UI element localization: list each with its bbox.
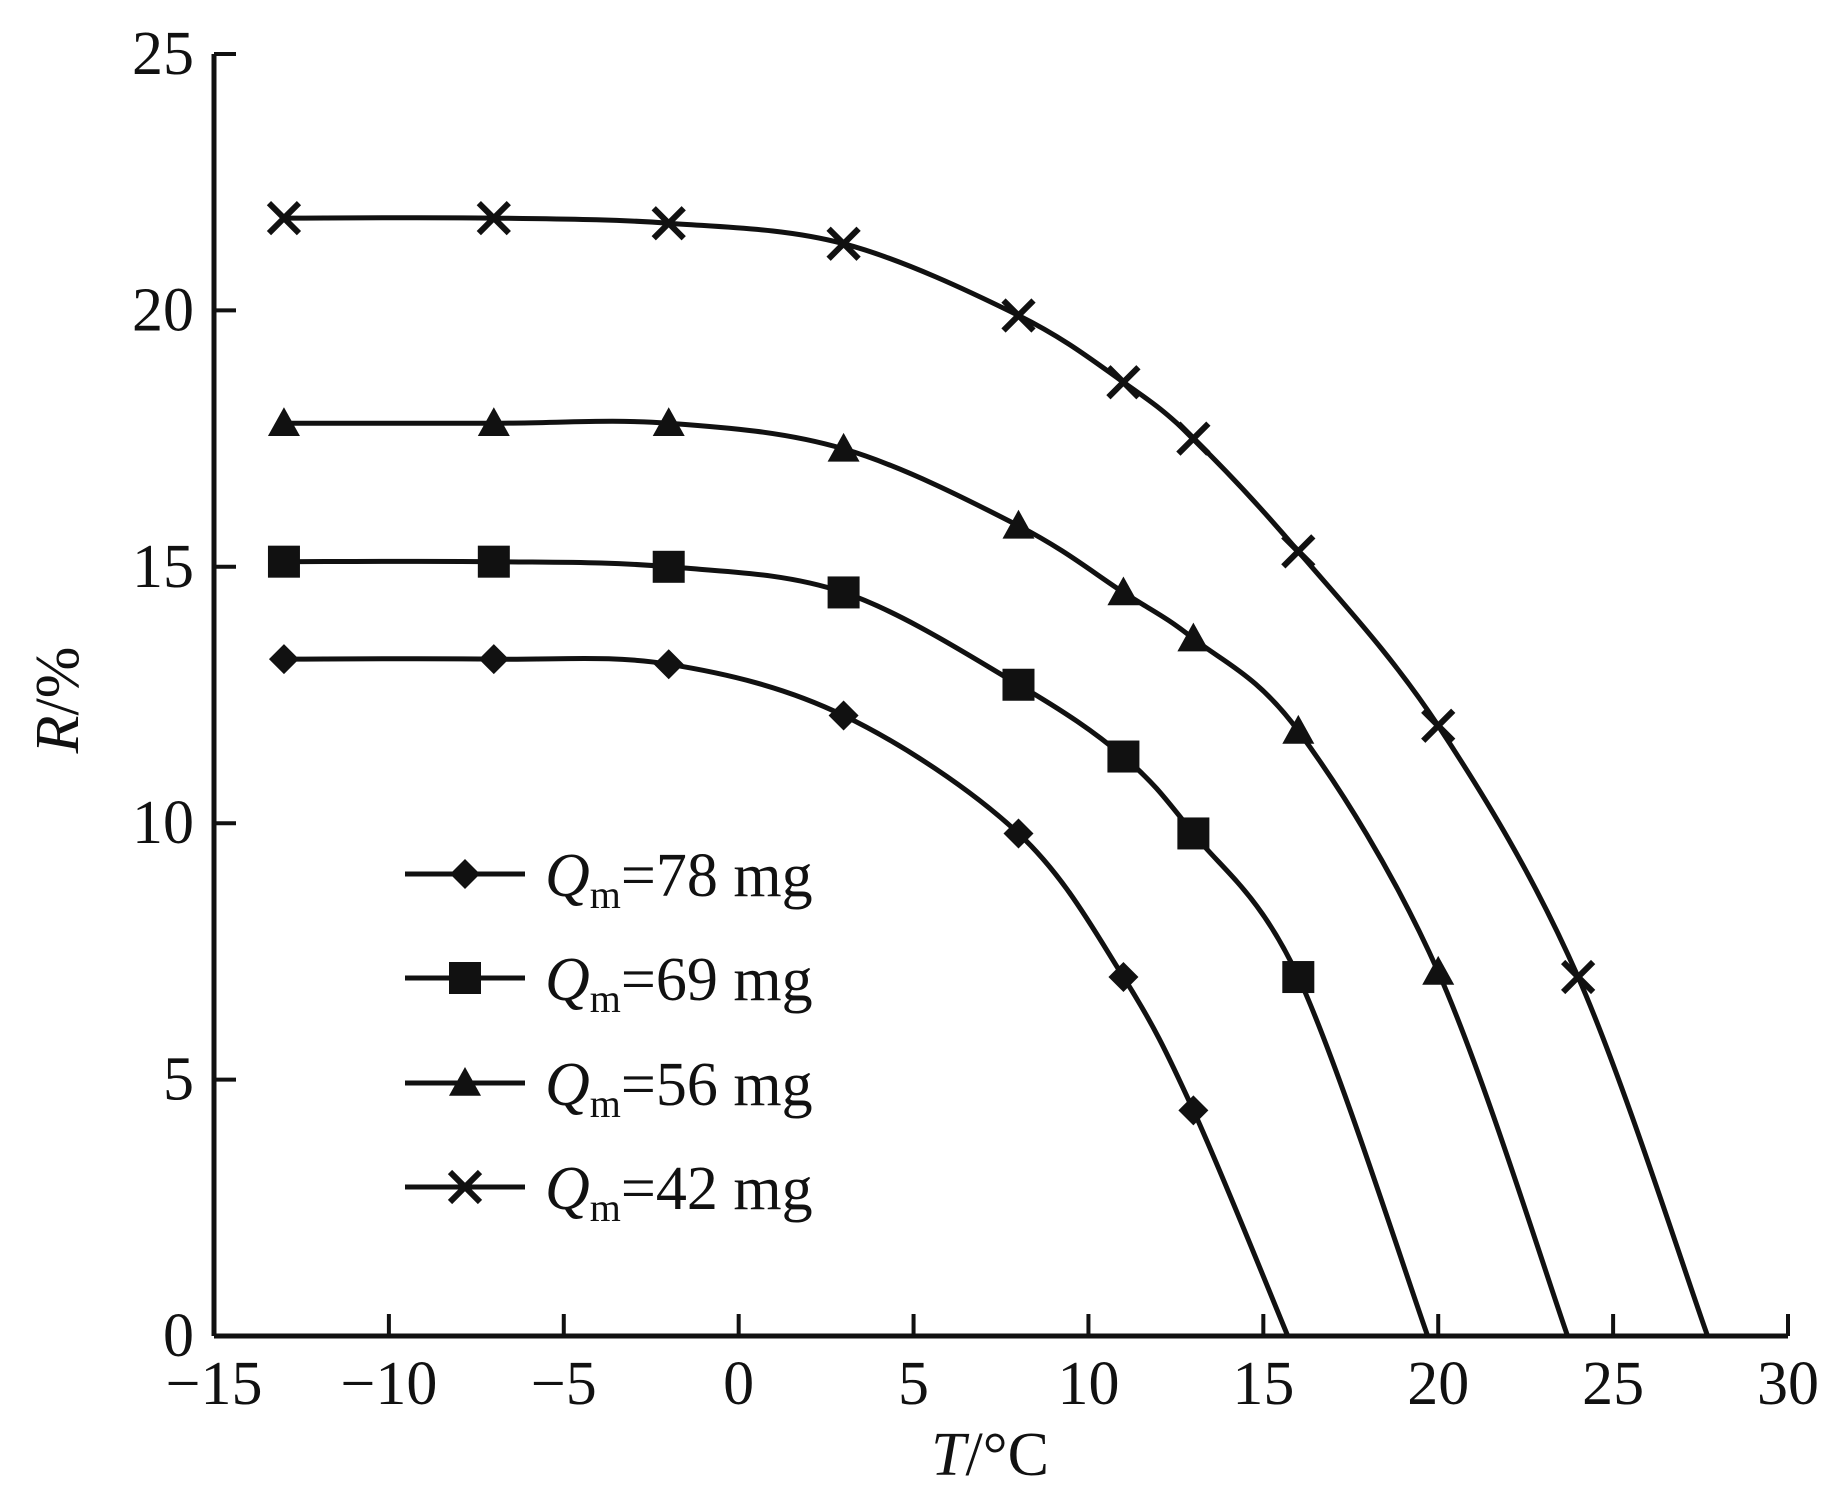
data-point [478, 644, 509, 675]
data-point [828, 700, 859, 731]
data-point [1422, 955, 1455, 985]
y-tick-label: 5 [163, 1046, 194, 1114]
data-point [266, 200, 302, 236]
legend-marker [449, 1067, 481, 1096]
axes: −15 −10 −5 0 5 10 15 20 25 30 0 5 10 15 20 25 [132, 20, 1819, 1418]
data-point [1002, 509, 1035, 539]
x-tick-label: −10 [340, 1350, 437, 1418]
data-point [826, 226, 861, 261]
data-point [1107, 740, 1140, 773]
legend-label: Qm=56 mg [545, 1051, 813, 1126]
legend-label: Qm=78 mg [545, 842, 813, 917]
data-point [1282, 961, 1315, 994]
data-point [450, 859, 480, 889]
y-tick-label: 15 [132, 533, 194, 601]
data-point [827, 432, 860, 462]
data-point [1421, 708, 1456, 743]
data-point [477, 545, 510, 578]
x-tick-label: 0 [723, 1350, 754, 1418]
data-point [449, 962, 481, 994]
data-point [477, 407, 510, 437]
y-axis-title: R/% [24, 647, 92, 755]
x-tick-label: −15 [166, 1350, 263, 1418]
legend-entry: Qm=78 mg [405, 842, 813, 917]
y-tick-label: 20 [132, 276, 194, 344]
x-tick-label: 10 [1057, 1350, 1119, 1418]
legend-entry: Qm=56 mg [405, 1051, 813, 1126]
series-line [284, 418, 1570, 1337]
legend-marker [450, 859, 480, 889]
x-tick-label: 5 [898, 1350, 929, 1418]
data-point [268, 644, 299, 675]
data-point [1002, 668, 1035, 701]
data-point [652, 550, 685, 583]
legend-marker [449, 962, 481, 994]
data-point [1107, 576, 1140, 606]
data-point [1561, 959, 1596, 995]
data-point [1178, 1095, 1209, 1126]
data-point [1281, 534, 1316, 569]
data-point [1177, 817, 1210, 850]
data-point [1106, 365, 1141, 400]
x-tick-label: 30 [1757, 1350, 1819, 1418]
data-point [449, 1067, 481, 1096]
data-point [1003, 818, 1034, 849]
series-line [283, 215, 1710, 1337]
x-tick-label: 20 [1407, 1350, 1469, 1418]
x-tick-label: 25 [1582, 1350, 1644, 1418]
data-point [476, 200, 511, 236]
data-point [651, 206, 686, 241]
x-axis-title: T/°C [931, 1421, 1049, 1489]
data-point [267, 407, 300, 437]
legend: Qm=78 mg Qm=69 mg Qm=56 mg Qm=42 mg [405, 842, 813, 1230]
x-tick-label: −5 [531, 1350, 597, 1418]
y-tick-label: 25 [132, 20, 194, 88]
y-tick-label: 0 [163, 1302, 194, 1370]
data-point [447, 1169, 483, 1205]
legend-label: Qm=42 mg [545, 1155, 813, 1230]
x-tick-label: 15 [1232, 1350, 1294, 1418]
series-markers [266, 200, 1596, 1126]
y-tick-label: 10 [132, 789, 194, 857]
series-lines [283, 215, 1710, 1337]
data-point [1282, 714, 1315, 744]
series-line [283, 558, 1431, 1337]
data-point [652, 407, 685, 437]
legend-marker [447, 1169, 483, 1205]
data-point [1001, 298, 1036, 333]
data-point [1177, 622, 1210, 652]
data-point [267, 545, 300, 578]
legend-label: Qm=69 mg [545, 946, 813, 1021]
data-point [1108, 962, 1139, 993]
legend-entry: Qm=42 mg [405, 1155, 813, 1230]
data-point [653, 649, 684, 680]
data-point [827, 576, 860, 609]
legend-entry: Qm=69 mg [405, 946, 813, 1021]
data-point [1176, 421, 1211, 456]
